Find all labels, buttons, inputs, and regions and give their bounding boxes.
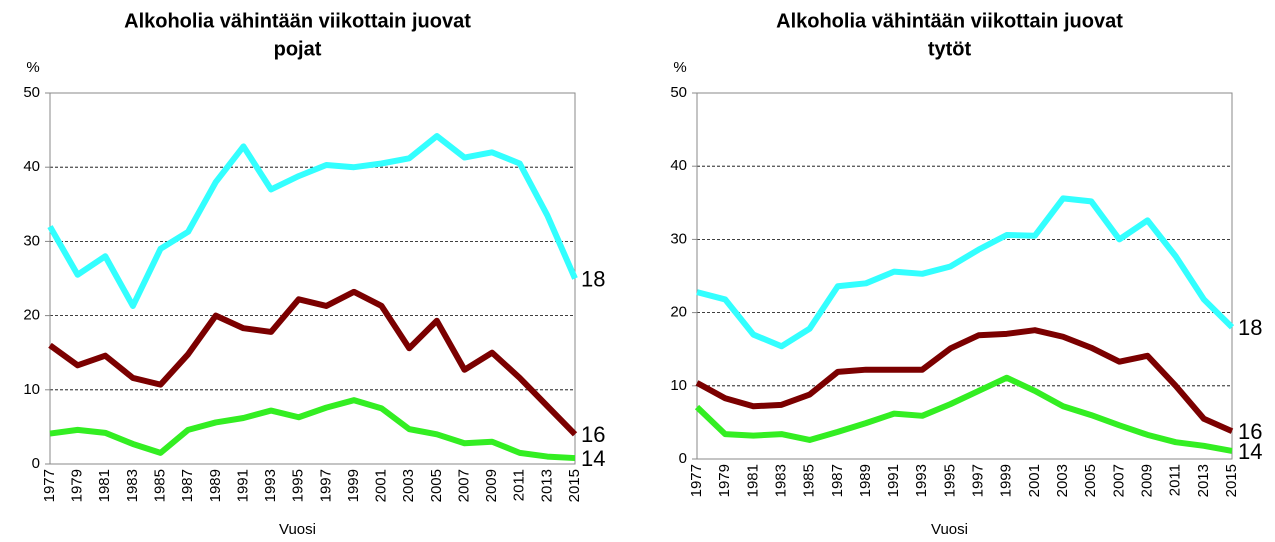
y-tick-label: 20: [670, 304, 687, 321]
chart-title: tytöt: [928, 38, 972, 60]
x-tick-label: 2001: [1026, 464, 1043, 497]
chart-title: Alkoholia vähintään viikottain juovat: [776, 10, 1123, 32]
x-tick-label: 2007: [1110, 464, 1127, 497]
x-tick-label: 2005: [1082, 464, 1099, 497]
y-tick-label: 10: [23, 381, 40, 398]
x-tick-label: 1993: [262, 469, 279, 502]
x-tick-label: 1991: [885, 464, 902, 497]
y-tick-label: 50: [23, 84, 40, 101]
x-tick-label: 2015: [1223, 464, 1240, 497]
y-axis-label: %: [673, 59, 686, 76]
x-tick-label: 1985: [151, 469, 168, 502]
x-tick-label: 2009: [1138, 464, 1155, 497]
x-tick-label: 1979: [716, 464, 733, 497]
x-tick-label: 1999: [998, 464, 1015, 497]
plot-frame: [696, 92, 1233, 460]
x-tick-label: 2001: [373, 469, 390, 502]
series-line: [696, 195, 1235, 350]
x-tick-label: 1987: [829, 464, 846, 497]
y-tick-label: 10: [670, 377, 687, 394]
x-tick-label: 1995: [941, 464, 958, 497]
x-tick-label: 2003: [1054, 464, 1071, 497]
x-axis-label: Vuosi: [279, 521, 316, 538]
x-tick-label: 1993: [913, 464, 930, 497]
series-end-label: 14: [1238, 439, 1262, 464]
series-end-label: 18: [581, 266, 605, 291]
series-line: [695, 327, 1234, 434]
series-line: [47, 133, 578, 309]
series-end-label: 16: [1238, 419, 1262, 444]
chart-title: Alkoholia vähintään viikottain juovat: [124, 10, 471, 32]
x-tick-label: 2007: [455, 469, 472, 502]
x-tick-label: 2013: [538, 469, 555, 502]
y-tick-label: 0: [32, 455, 40, 472]
y-tick-label: 40: [23, 158, 40, 175]
x-tick-label: 2013: [1195, 464, 1212, 497]
x-tick-label: 1981: [96, 469, 113, 502]
x-tick-label: 1997: [970, 464, 987, 497]
x-tick-label: 2011: [1167, 464, 1184, 496]
x-tick-label: 2005: [428, 469, 445, 502]
series-end-label: 14: [581, 446, 605, 471]
y-tick-label: 50: [670, 84, 687, 101]
y-tick-label: 30: [670, 230, 687, 247]
y-tick-label: 20: [23, 307, 40, 324]
x-tick-label: 2011: [511, 469, 528, 501]
plot-frame: [49, 92, 576, 465]
y-tick-label: 0: [679, 450, 687, 467]
chart: Alkoholia vähintään viikottain juovat tyt…: [670, 10, 1262, 538]
y-tick-label: 30: [23, 232, 40, 249]
x-tick-label: 1987: [179, 469, 196, 502]
x-tick-label: 1995: [290, 469, 307, 502]
x-tick-label: 2009: [483, 469, 500, 502]
y-axis-label: %: [26, 59, 39, 76]
series-line: [48, 288, 578, 437]
series-line: [49, 397, 576, 462]
x-tick-label: 1977: [688, 464, 705, 497]
x-tick-label: 1979: [69, 469, 86, 502]
x-axis-label: Vuosi: [931, 521, 968, 538]
x-tick-label: 1983: [772, 464, 789, 497]
chart: Alkoholia vähintään viikottain juovat poj…: [23, 10, 605, 538]
y-tick-label: 40: [670, 157, 687, 174]
x-tick-label: 1997: [317, 469, 334, 502]
x-tick-label: 2015: [566, 469, 583, 502]
series-end-label: 16: [581, 422, 605, 447]
x-tick-label: 2003: [400, 469, 417, 502]
x-tick-label: 1991: [234, 469, 251, 502]
series-line: [694, 374, 1233, 454]
x-tick-label: 1999: [345, 469, 362, 502]
x-tick-label: 1985: [801, 464, 818, 497]
x-tick-label: 1977: [41, 469, 58, 502]
x-tick-label: 1989: [857, 464, 874, 497]
series-end-label: 18: [1238, 315, 1262, 340]
chart-title: pojat: [274, 38, 322, 60]
x-tick-label: 1989: [207, 469, 224, 502]
x-tick-label: 1981: [744, 464, 761, 497]
x-tick-label: 1983: [124, 469, 141, 502]
